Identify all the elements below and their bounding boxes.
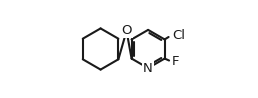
Text: Cl: Cl	[173, 29, 186, 42]
Text: O: O	[121, 24, 132, 37]
Text: N: N	[143, 62, 153, 75]
Text: F: F	[172, 55, 180, 68]
